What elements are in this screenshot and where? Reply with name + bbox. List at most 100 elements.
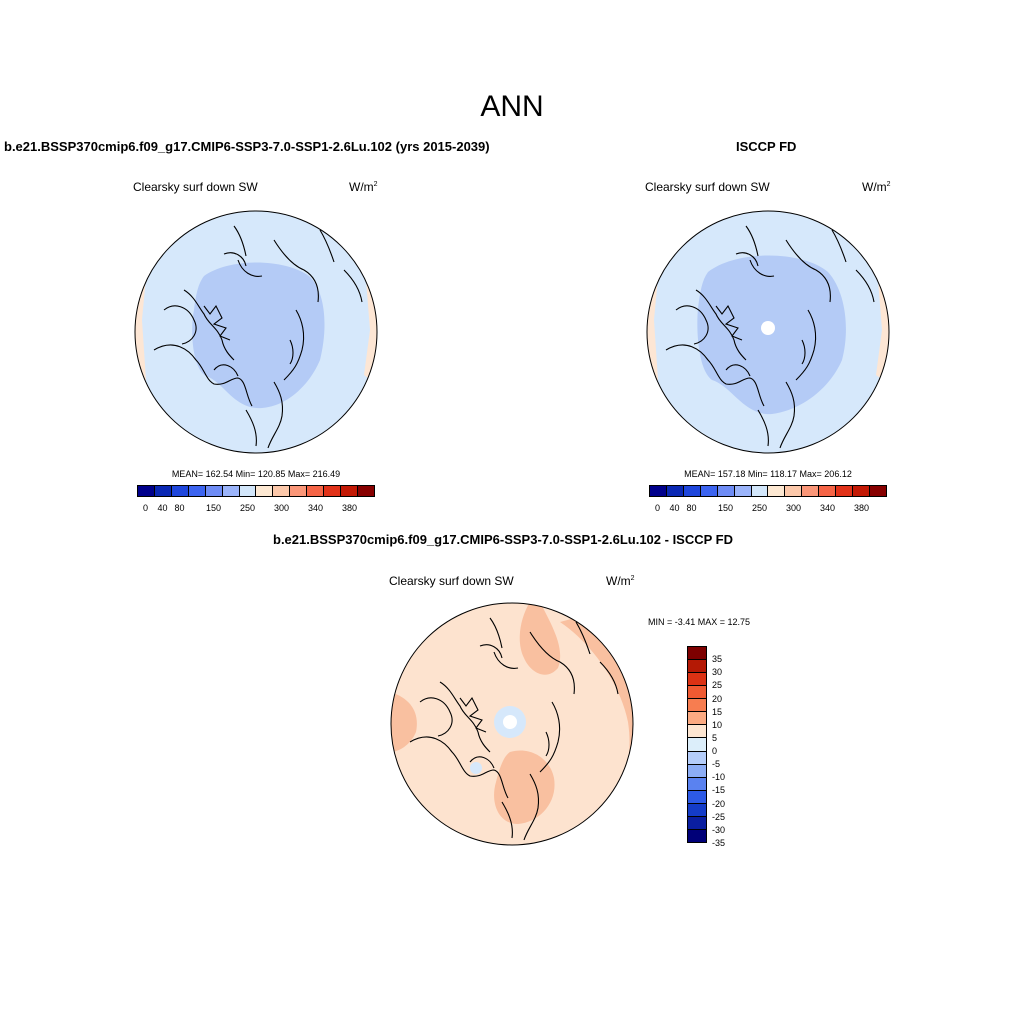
obs-low-core: [697, 255, 846, 415]
colorbar-tick-label: 80: [174, 503, 185, 513]
obs-variable-label: Clearsky surf down SW: [645, 180, 770, 194]
colorbar-tick-label: 0: [142, 503, 149, 513]
colorbar-swatch: [138, 486, 155, 496]
diff-patch-west: [391, 692, 417, 752]
colorbar-swatch: [688, 751, 706, 765]
obs-units-label: W/m2: [862, 180, 891, 194]
colorbar-label: 10: [712, 719, 723, 730]
colorbar-label: -15: [712, 785, 726, 796]
colorbar-swatch: [688, 725, 706, 739]
colorbar-tick-label: 40: [157, 503, 168, 513]
colorbar-swatch: [341, 486, 358, 496]
colorbar-swatch: [688, 790, 706, 804]
colorbar-label: 15: [712, 706, 723, 717]
colorbar-swatch: [239, 486, 257, 496]
colorbar-swatch: [688, 816, 706, 830]
model-variable-label: Clearsky surf down SW: [133, 180, 258, 194]
colorbar-tick-label: 0: [654, 503, 661, 513]
colorbar-swatch: [836, 486, 854, 496]
colorbar-swatch: [188, 486, 206, 496]
colorbar-label: -30: [712, 824, 726, 835]
colorbar-swatch: [688, 712, 706, 726]
colorbar-swatch: [819, 486, 837, 496]
colorbar-tick-label: 150: [717, 503, 734, 513]
diff-variable-label: Clearsky surf down SW: [389, 574, 514, 588]
colorbar-swatch: [683, 486, 701, 496]
colorbar-swatch: [688, 699, 706, 713]
colorbar-tick-label: 340: [307, 503, 324, 513]
colorbar-tick-label: 300: [785, 503, 802, 513]
model-polar-map: [134, 210, 378, 454]
colorbar-swatch: [357, 486, 374, 496]
colorbar-swatch: [154, 486, 172, 496]
colorbar-swatch: [650, 486, 667, 496]
colorbar-label: 35: [712, 654, 723, 665]
diff-polar-hole: [503, 715, 517, 729]
colorbar-swatch: [688, 660, 706, 674]
obs-map-border: [646, 210, 890, 454]
colorbar-swatch: [688, 647, 706, 661]
colorbar-swatch: [666, 486, 684, 496]
diff-coastlines: [409, 617, 619, 841]
model-map-border: [134, 210, 378, 454]
colorbar-swatch: [256, 486, 274, 496]
colorbar-label: -10: [712, 772, 726, 783]
colorbar-label: 5: [712, 732, 718, 743]
colorbar-swatch: [688, 803, 706, 817]
model-colorbar: [137, 485, 375, 497]
obs-colorbar: [649, 485, 887, 497]
colorbar-swatch: [688, 686, 706, 700]
diff-patch-south: [494, 750, 555, 824]
colorbar-tick-label: 380: [853, 503, 870, 513]
colorbar-tick-label: 340: [819, 503, 836, 513]
colorbar-label: -5: [712, 759, 721, 770]
diff-panel-title: b.e21.BSSP370cmip6.f09_g17.CMIP6-SSP3-7.…: [273, 532, 734, 547]
colorbar-label: 30: [712, 667, 723, 678]
colorbar-swatch: [734, 486, 752, 496]
colorbar-swatch: [700, 486, 718, 496]
diff-map-border: [390, 602, 634, 846]
colorbar-swatch: [324, 486, 342, 496]
colorbar-tick-label: 150: [205, 503, 222, 513]
diff-colorbar-labels: 35 30 25 20 15 10 5 0 -5 -10 -15 -20 -25 -30 -35: [712, 646, 752, 848]
diff-min-max: MIN = -3.41 MAX = 12.75: [648, 617, 751, 627]
colorbar-swatch: [768, 486, 786, 496]
colorbar-swatch: [205, 486, 223, 496]
obs-coastlines: [665, 225, 875, 449]
colorbar-swatch: [171, 486, 189, 496]
colorbar-tick-label: 40: [669, 503, 680, 513]
colorbar-label: -35: [712, 838, 726, 848]
colorbar-label: 0: [712, 746, 718, 757]
colorbar-tick-label: 80: [686, 503, 697, 513]
colorbar-swatch: [688, 673, 706, 687]
diff-negative-spot: [470, 762, 482, 774]
colorbar-swatch: [688, 829, 706, 842]
obs-polar-hole: [761, 321, 775, 335]
obs-stats: MEAN= 157.18 Min= 118.17 Max= 206.12: [684, 469, 852, 479]
diff-patch-east: [560, 603, 633, 845]
model-coastlines: [153, 225, 363, 449]
colorbar-swatch: [688, 764, 706, 778]
obs-colorbar-ticks: 0 40 80 150 250 300 340 380: [649, 503, 887, 515]
obs-polar-map: [646, 210, 890, 454]
colorbar-swatch: [717, 486, 735, 496]
colorbar-label: 20: [712, 693, 723, 704]
figure-title: ANN: [480, 90, 544, 123]
colorbar-label: 25: [712, 680, 723, 691]
colorbar-swatch: [688, 738, 706, 752]
colorbar-label: -20: [712, 798, 726, 809]
colorbar-swatch: [853, 486, 870, 496]
colorbar-swatch: [222, 486, 240, 496]
colorbar-swatch: [802, 486, 820, 496]
colorbar-tick-label: 250: [239, 503, 256, 513]
colorbar-swatch: [869, 486, 886, 496]
colorbar-swatch: [751, 486, 769, 496]
colorbar-tick-label: 300: [273, 503, 290, 513]
colorbar-swatch: [290, 486, 308, 496]
model-panel-title: b.e21.BSSP370cmip6.f09_g17.CMIP6-SSP3-7.…: [4, 139, 490, 154]
model-units-label: W/m2: [349, 180, 378, 194]
colorbar-swatch: [307, 486, 325, 496]
colorbar-tick-label: 250: [751, 503, 768, 513]
colorbar-swatch: [785, 486, 803, 496]
colorbar-swatch: [688, 777, 706, 791]
